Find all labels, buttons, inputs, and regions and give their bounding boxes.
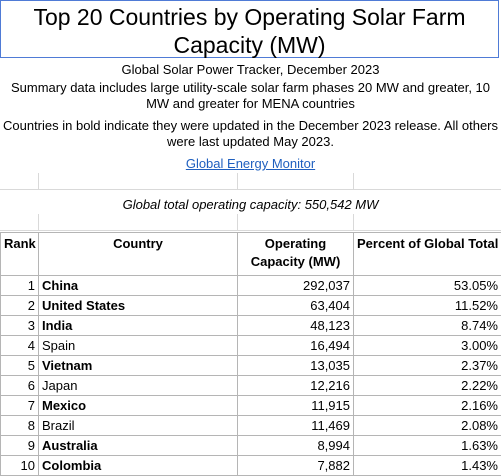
rank-cell: 7 (1, 396, 39, 416)
capacity-cell: 48,123 (238, 316, 354, 336)
capacity-cell: 292,037 (238, 276, 354, 296)
percent-cell: 2.08% (354, 416, 501, 436)
capacity-cell: 7,882 (238, 456, 354, 476)
country-cell: China (39, 276, 238, 296)
country-cell: Japan (39, 376, 238, 396)
percent-cell: 2.16% (354, 396, 501, 416)
rank-cell: 8 (1, 416, 39, 436)
rank-cell: 9 (1, 436, 39, 456)
grid-line (237, 214, 238, 230)
blank-row (0, 173, 501, 190)
rank-cell: 2 (1, 296, 39, 316)
capacity-cell: 11,915 (238, 396, 354, 416)
header-percent: Percent of Global Total (354, 233, 501, 276)
country-cell: Colombia (39, 456, 238, 476)
percent-cell: 11.52% (354, 296, 501, 316)
percent-cell: 53.05% (354, 276, 501, 296)
capacity-cell: 63,404 (238, 296, 354, 316)
capacity-cell: 8,994 (238, 436, 354, 456)
country-cell: India (39, 316, 238, 336)
percent-cell: 2.22% (354, 376, 501, 396)
grid-line (237, 173, 238, 189)
percent-cell: 8.74% (354, 316, 501, 336)
grid-line (353, 214, 354, 230)
percent-cell: 2.37% (354, 356, 501, 376)
percent-cell: 1.43% (354, 456, 501, 476)
capacity-cell: 11,469 (238, 416, 354, 436)
table-header-row: Rank Country Operating Capacity (MW) Per… (1, 233, 501, 276)
global-energy-monitor-link[interactable]: Global Energy Monitor (186, 156, 315, 171)
blank-row (0, 214, 501, 231)
rank-cell: 3 (1, 316, 39, 336)
summary-text: Summary data includes large utility-scal… (0, 80, 501, 112)
rank-cell: 4 (1, 336, 39, 356)
header-country: Country (39, 233, 238, 276)
header-capacity: Operating Capacity (MW) (238, 233, 354, 276)
grid-line (38, 173, 39, 189)
country-cell: Mexico (39, 396, 238, 416)
country-cell: Spain (39, 336, 238, 356)
grid-line (353, 173, 354, 189)
percent-cell: 1.63% (354, 436, 501, 456)
rank-cell: 10 (1, 456, 39, 476)
rank-cell: 1 (1, 276, 39, 296)
grid-line (38, 214, 39, 230)
capacity-cell: 13,035 (238, 356, 354, 376)
header-rank: Rank (1, 233, 39, 276)
page-title: Top 20 Countries by Operating Solar Farm… (0, 0, 499, 58)
subtitle: Global Solar Power Tracker, December 202… (0, 62, 501, 78)
country-cell: Australia (39, 436, 238, 456)
release-note: Countries in bold indicate they were upd… (0, 118, 501, 150)
rank-cell: 5 (1, 356, 39, 376)
country-cell: United States (39, 296, 238, 316)
rank-cell: 6 (1, 376, 39, 396)
countries-table: Rank Country Operating Capacity (MW) Per… (0, 232, 501, 476)
country-cell: Brazil (39, 416, 238, 436)
source-link-cell: Global Energy Monitor (0, 156, 501, 172)
capacity-cell: 12,216 (238, 376, 354, 396)
country-cell: Vietnam (39, 356, 238, 376)
capacity-cell: 16,494 (238, 336, 354, 356)
percent-cell: 3.00% (354, 336, 501, 356)
global-total: Global total operating capacity: 550,542… (0, 197, 501, 213)
